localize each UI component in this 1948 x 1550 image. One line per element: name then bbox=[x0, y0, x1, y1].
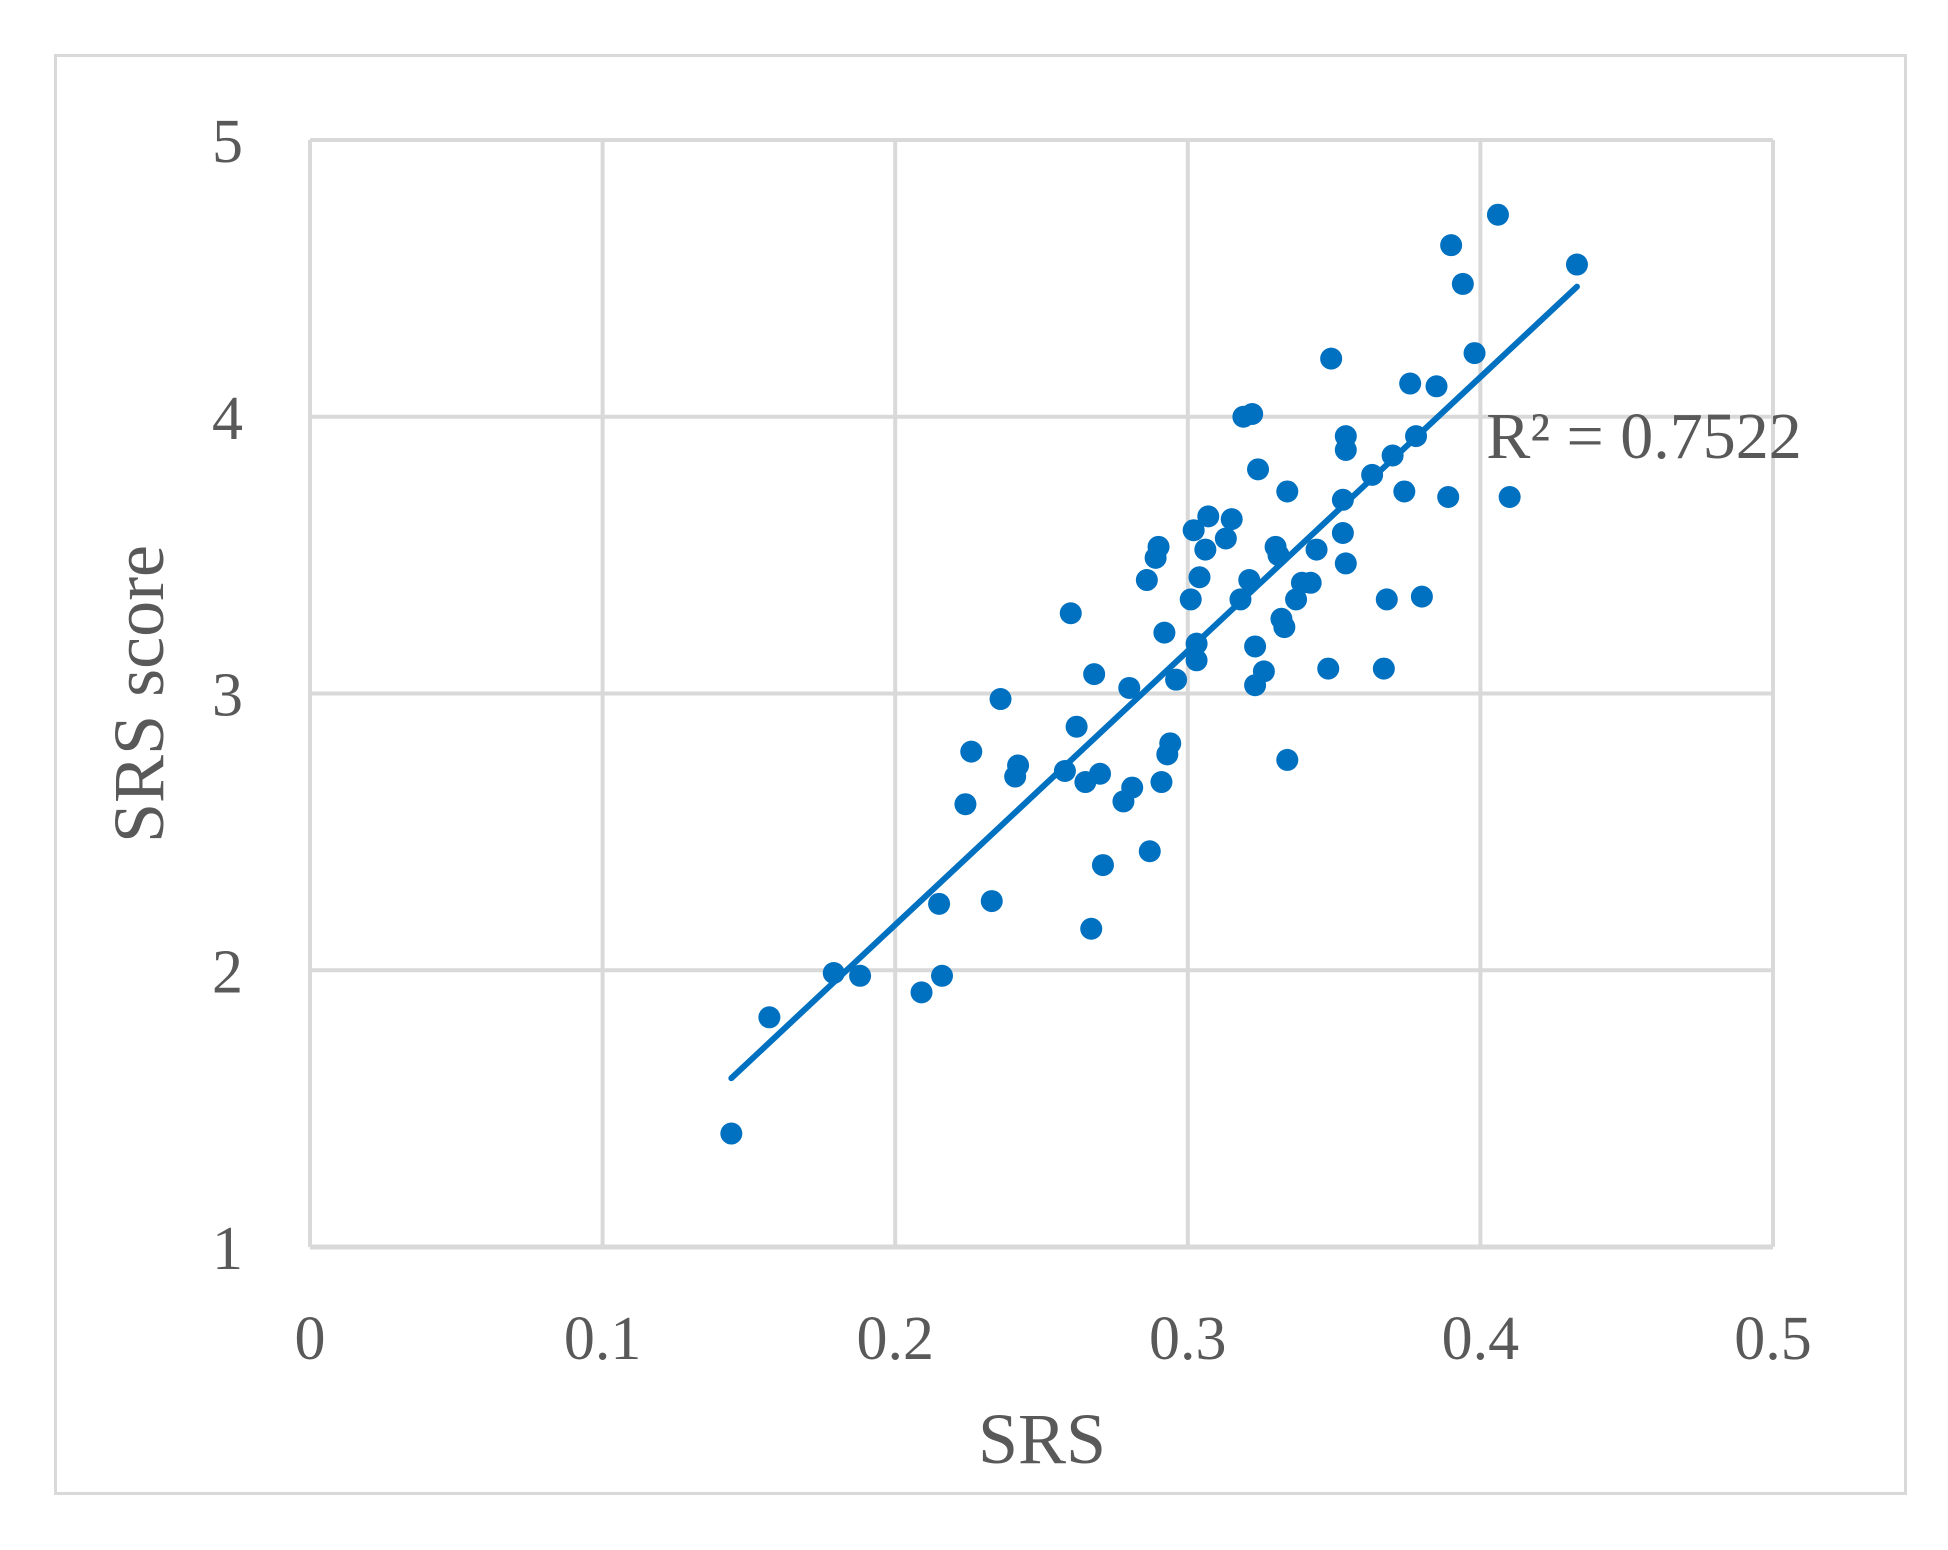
data-point bbox=[1197, 505, 1220, 528]
data-point bbox=[1317, 657, 1340, 680]
y-tick-label: 2 bbox=[212, 938, 243, 1006]
data-point bbox=[1410, 585, 1433, 608]
data-point bbox=[1252, 660, 1275, 683]
x-tick-label: 0.2 bbox=[856, 1305, 934, 1373]
chart-frame bbox=[54, 54, 1907, 1495]
data-point bbox=[931, 964, 954, 987]
data-point bbox=[1276, 480, 1299, 503]
data-point bbox=[1091, 854, 1114, 877]
data-point bbox=[1238, 569, 1261, 592]
data-point bbox=[849, 964, 872, 987]
data-point bbox=[1486, 203, 1509, 226]
x-tick-label: 0.4 bbox=[1442, 1305, 1520, 1373]
data-point bbox=[1331, 521, 1354, 544]
y-tick-label: 3 bbox=[212, 662, 243, 730]
data-point bbox=[1463, 342, 1486, 365]
data-point bbox=[1437, 486, 1460, 509]
x-axis-title: SRS bbox=[978, 1399, 1106, 1479]
data-point bbox=[1220, 508, 1243, 531]
data-point bbox=[910, 981, 933, 1004]
data-point bbox=[1299, 571, 1322, 594]
data-point bbox=[1241, 402, 1264, 425]
data-point bbox=[1147, 535, 1170, 558]
data-point bbox=[1007, 754, 1030, 777]
data-point bbox=[1331, 488, 1354, 511]
data-point bbox=[1305, 538, 1328, 561]
data-point bbox=[1185, 632, 1208, 655]
data-point bbox=[1135, 569, 1158, 592]
data-point bbox=[1165, 668, 1188, 691]
tick-labels: 0 0.1 0.2 0.3 0.4 0.5 1 2 3 4 5 bbox=[212, 108, 1812, 1373]
x-tick-label: 0 bbox=[295, 1305, 326, 1373]
data-point bbox=[1320, 347, 1343, 370]
data-point bbox=[1285, 588, 1308, 611]
data-point bbox=[1138, 840, 1161, 863]
data-point bbox=[1334, 438, 1357, 461]
data-point bbox=[960, 740, 983, 763]
x-tick-label: 0.5 bbox=[1734, 1305, 1812, 1373]
y-axis-title: SRS score bbox=[99, 545, 179, 843]
data-point bbox=[1334, 552, 1357, 575]
data-points bbox=[720, 203, 1588, 1145]
data-point bbox=[1053, 759, 1076, 782]
data-point bbox=[1188, 566, 1211, 589]
data-point bbox=[1080, 917, 1103, 940]
data-point bbox=[1229, 588, 1252, 611]
data-point bbox=[1244, 635, 1267, 658]
data-point bbox=[1089, 762, 1112, 785]
data-point bbox=[1393, 480, 1416, 503]
data-point bbox=[1440, 234, 1463, 257]
trendline bbox=[728, 283, 1580, 1082]
data-point bbox=[1399, 372, 1422, 395]
data-point bbox=[1267, 544, 1290, 567]
data-point bbox=[758, 1006, 781, 1029]
data-point bbox=[1059, 602, 1082, 625]
data-point bbox=[954, 793, 977, 816]
data-point bbox=[1185, 649, 1208, 672]
data-point bbox=[1150, 771, 1173, 794]
trendline-layer bbox=[728, 283, 1580, 1082]
data-point bbox=[1425, 375, 1448, 398]
r-squared-annotation: R² = 0.7522 bbox=[1486, 400, 1802, 473]
data-point bbox=[980, 890, 1003, 913]
data-point bbox=[1159, 732, 1182, 755]
data-point bbox=[1405, 425, 1428, 448]
data-point bbox=[1247, 458, 1270, 481]
data-point bbox=[928, 892, 951, 915]
data-point bbox=[1153, 621, 1176, 644]
data-point bbox=[1276, 748, 1299, 771]
x-tick-label: 0.3 bbox=[1149, 1305, 1227, 1373]
y-tick-label: 4 bbox=[212, 385, 243, 453]
data-point bbox=[1498, 486, 1521, 509]
data-point bbox=[1121, 776, 1144, 799]
data-point bbox=[989, 688, 1012, 711]
data-point bbox=[1194, 538, 1217, 561]
data-point bbox=[720, 1122, 743, 1145]
data-point bbox=[1065, 715, 1088, 738]
data-point bbox=[1179, 588, 1202, 611]
data-point bbox=[1381, 444, 1404, 467]
data-point bbox=[1273, 616, 1296, 639]
data-point bbox=[1375, 588, 1398, 611]
y-tick-label: 5 bbox=[212, 108, 243, 176]
data-point bbox=[1565, 253, 1588, 276]
data-point bbox=[822, 962, 845, 985]
data-point bbox=[1182, 519, 1205, 542]
x-tick-label: 0.1 bbox=[564, 1305, 642, 1373]
data-point bbox=[1372, 657, 1395, 680]
data-point bbox=[1083, 663, 1106, 686]
data-point bbox=[1361, 463, 1384, 486]
data-point bbox=[1214, 527, 1237, 550]
data-point bbox=[1451, 272, 1474, 295]
y-tick-label: 1 bbox=[212, 1215, 243, 1283]
data-point bbox=[1118, 676, 1141, 699]
